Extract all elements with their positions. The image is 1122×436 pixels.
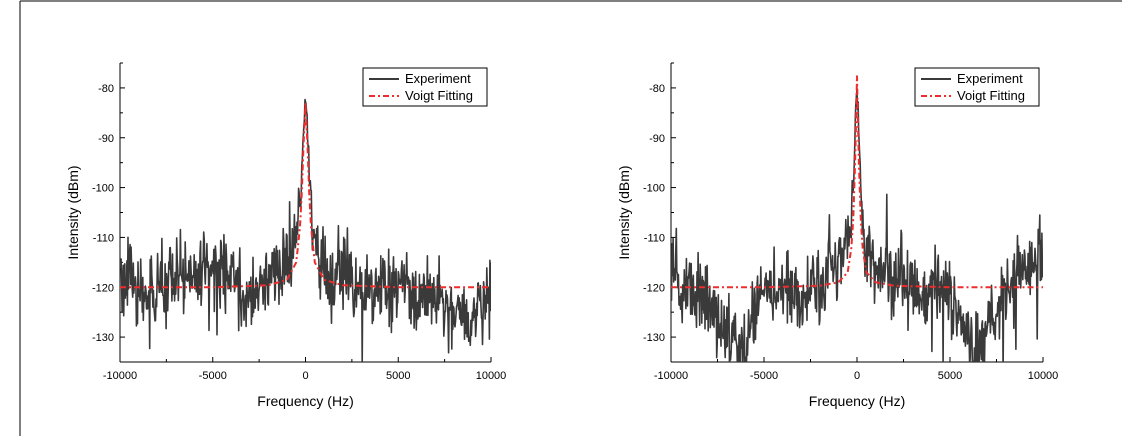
y-tick-label: -120 [643,282,665,294]
x-tick-label: -5000 [750,370,778,382]
x-axis-label: Frequency (Hz) [809,393,905,409]
y-axis-label: Intensity (dBm) [616,165,632,259]
plot-area [671,75,1043,362]
legend-experiment-label: Experiment [957,71,1023,86]
y-tick-label: -130 [92,332,114,344]
y-tick-label: -80 [98,83,114,95]
y-tick-label: -100 [92,183,114,195]
x-tick-label: 5000 [938,370,962,382]
legend-experiment-label: Experiment [405,71,471,86]
x-tick-label: -10000 [654,370,688,382]
x-tick-label: -10000 [103,370,137,382]
y-axis-label: Intensity (dBm) [65,165,81,259]
y-tick-label: -110 [93,232,114,244]
legend-box [362,67,488,107]
y-tick-label: -90 [649,133,665,145]
experiment-series-line [120,98,491,362]
legend-box [914,67,1040,107]
x-tick-label: -5000 [199,370,227,382]
experiment-series-line [671,88,1043,362]
y-tick-label: -110 [644,232,665,244]
y-tick-label: -120 [92,282,114,294]
x-tick-label: 10000 [476,370,507,382]
x-tick-label: 0 [854,370,860,382]
y-tick-label: -90 [98,133,114,145]
x-tick-label: 10000 [1028,370,1059,382]
y-tick-label: -80 [649,83,665,95]
chart-right: -80 -90 -100 -110 -120 -130 -10000 -5000 0 5000 10… [616,62,1059,409]
voigt-fit-series-line [671,75,1043,289]
plot-area [120,98,491,362]
voigt-fit-series-line [120,102,491,289]
x-axis-label: Frequency (Hz) [257,393,353,409]
x-tick-label: 5000 [386,370,410,382]
legend-voigt-label: Voigt Fitting [405,88,473,103]
y-tick-label: -130 [643,332,665,344]
y-tick-label: -100 [643,183,665,195]
chart-left: -80 -90 -100 -110 -120 -130 -10000 -5000 0 5000 10… [65,62,507,409]
x-tick-label: 0 [302,370,308,382]
legend-voigt-label: Voigt Fitting [957,88,1025,103]
